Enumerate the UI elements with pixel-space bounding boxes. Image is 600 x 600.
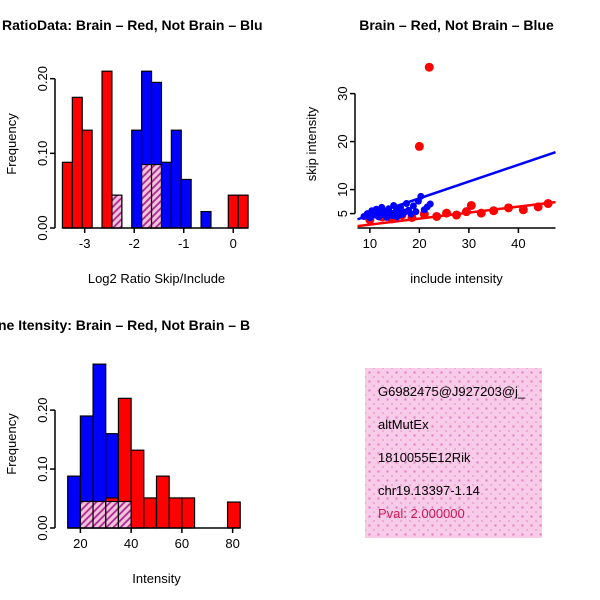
hist-bar-brain-red [81, 129, 93, 229]
hist-bar-notbrain-blue [67, 475, 81, 529]
skip-include-scatter-chart: Brain – Red, Not Brain – Blue 10 20 30 40 5 10… [304, 17, 556, 286]
hist-bar-brain-red [143, 497, 158, 529]
panel-intensity-scatter: Brain – Red, Not Brain – Blue 10 20 30 40 5 10… [300, 0, 600, 300]
x-tick-label: -1 [178, 236, 190, 251]
y-tick-label: 0.20 [35, 397, 50, 422]
point-brain-red [533, 202, 543, 212]
y-axis-label: Frequency [4, 413, 19, 475]
hist-bar-overlap-hatched [111, 194, 123, 229]
point-notbrain-blue [409, 202, 417, 210]
point-brain-red [432, 211, 442, 221]
point-notbrain-blue [397, 203, 405, 211]
hist-bar-brain-red [227, 194, 239, 229]
gene-id-text: G6982475@J927203@j_ [378, 384, 526, 399]
point-notbrain-blue [426, 200, 434, 208]
point-notbrain-blue [390, 201, 398, 209]
y-axis-label: Frequency [4, 113, 19, 175]
x-tick-label: 60 [175, 536, 189, 551]
hist-bar-brain-red [101, 70, 113, 229]
hist-bar-overlap-hatched [92, 500, 107, 529]
chart-title: RatioData: Brain – Red, Not Brain – Blu [2, 17, 263, 33]
point-brain-red [461, 207, 471, 217]
hist-bar-overlap-hatched [141, 163, 153, 229]
hist-bar-notbrain-blue [131, 129, 143, 229]
hist-bar-notbrain-blue [200, 210, 212, 229]
hist-bar-brain-red [71, 96, 83, 229]
x-tick-label: 20 [73, 536, 87, 551]
hist-bar-overlap-hatched [117, 500, 132, 529]
hist-bar-notbrain-blue [160, 161, 172, 229]
x-tick-label: 80 [225, 536, 239, 551]
x-tick-label: 10 [363, 236, 377, 251]
y-tick-label: 0.20 [35, 66, 50, 91]
chart-title: ne Itensity: Brain – Red, Not Brain – B [0, 317, 250, 333]
hist-bar-brain-red [61, 161, 73, 229]
hist-bar-brain-red [168, 497, 183, 529]
point-brain-red [442, 208, 452, 218]
hist-bar-overlap-hatched [105, 500, 120, 529]
point-brain-red [489, 206, 499, 216]
point-notbrain-blue [417, 192, 425, 200]
point-brain-red [424, 62, 434, 72]
x-tick-label: 40 [511, 236, 525, 251]
event-type-text: altMutEx [378, 417, 429, 432]
y-tick-label: 10 [335, 182, 350, 196]
panel-log2ratio-histogram: RatioData: Brain – Red, Not Brain – Blu -… [0, 0, 300, 300]
x-tick-label: -2 [128, 236, 140, 251]
hist-bar-overlap-hatched [79, 500, 94, 529]
x-tick-label: 0 [230, 236, 237, 251]
hist-bar-brain-red [130, 449, 145, 529]
hist-bar-brain-red [226, 501, 241, 529]
x-axis-label: include intensity [410, 271, 503, 286]
hist-bar-overlap-hatched [150, 163, 163, 229]
point-notbrain-blue [402, 200, 410, 208]
y-tick-label: 0.00 [35, 215, 50, 240]
gene-symbol-text: 1810055E12Rik [378, 450, 471, 465]
hist-bar-notbrain-blue [180, 178, 192, 229]
hist-bar-brain-red [181, 497, 196, 529]
hist-bar-notbrain-blue [170, 129, 182, 229]
y-tick-label: 0.00 [35, 515, 50, 540]
point-brain-red [414, 141, 424, 151]
locus-text: chr19.13397-1.14 [378, 483, 480, 498]
point-brain-red [452, 210, 461, 220]
gene-info-box: G6982475@J927203@j_ altMutEx 1810055E12R… [365, 368, 542, 538]
pval-text: Pval: 2.000000 [378, 506, 465, 521]
point-brain-red [543, 199, 553, 209]
y-axis-label: skip intensity [304, 106, 319, 181]
chart-title: Brain – Red, Not Brain – Blue [359, 17, 554, 33]
point-brain-red [466, 200, 476, 210]
point-brain-red [476, 208, 486, 218]
y-tick-label: 30 [335, 86, 350, 100]
x-tick-label: 40 [124, 536, 138, 551]
point-notbrain-blue [412, 208, 420, 216]
x-tick-label: 30 [462, 236, 476, 251]
point-brain-red [518, 205, 528, 215]
hist-bar-brain-red [155, 475, 170, 529]
y-tick-label: 0.10 [35, 141, 50, 166]
y-tick-label: 5 [335, 210, 350, 217]
x-tick-label: 20 [412, 236, 426, 251]
gene-intensity-histogram-chart: ne Itensity: Brain – Red, Not Brain – B 2… [0, 317, 250, 586]
panel-gene-info: G6982475@J927203@j_ altMutEx 1810055E12R… [300, 300, 600, 600]
x-axis-label: Log2 Ratio Skip/Include [88, 271, 225, 286]
panel-gene-intensity-histogram: ne Itensity: Brain – Red, Not Brain – B 2… [0, 300, 300, 600]
log2ratio-histogram-chart: RatioData: Brain – Red, Not Brain – Blu -… [2, 17, 263, 286]
hist-bar-brain-red [237, 194, 249, 229]
y-tick-label: 20 [335, 134, 350, 148]
point-brain-red [503, 203, 513, 213]
x-axis-label: Intensity [132, 571, 181, 586]
x-tick-label: -3 [79, 236, 91, 251]
y-tick-label: 0.10 [35, 456, 50, 481]
